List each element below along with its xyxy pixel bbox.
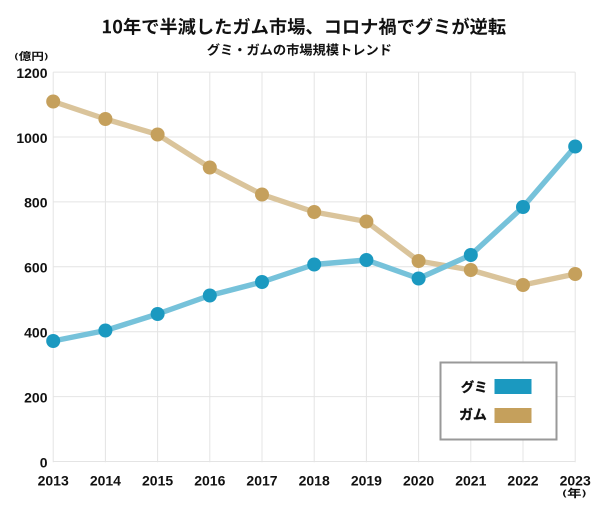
- svg-text:800: 800: [24, 195, 48, 211]
- svg-text:2016: 2016: [194, 473, 225, 489]
- svg-text:2014: 2014: [90, 473, 121, 489]
- svg-text:400: 400: [24, 325, 48, 341]
- svg-text:0: 0: [40, 454, 48, 470]
- svg-text:2015: 2015: [142, 473, 173, 489]
- svg-text:1200: 1200: [16, 65, 47, 81]
- svg-text:2021: 2021: [455, 473, 486, 489]
- svg-text:2019: 2019: [351, 473, 382, 489]
- svg-text:2022: 2022: [507, 473, 538, 489]
- svg-text:2013: 2013: [38, 473, 69, 489]
- svg-text:600: 600: [24, 260, 48, 276]
- svg-text:2020: 2020: [403, 473, 434, 489]
- svg-text:2023: 2023: [560, 473, 591, 489]
- svg-text:2018: 2018: [299, 473, 330, 489]
- svg-text:200: 200: [24, 389, 48, 405]
- svg-text:1000: 1000: [16, 130, 47, 146]
- svg-text:2017: 2017: [246, 473, 277, 489]
